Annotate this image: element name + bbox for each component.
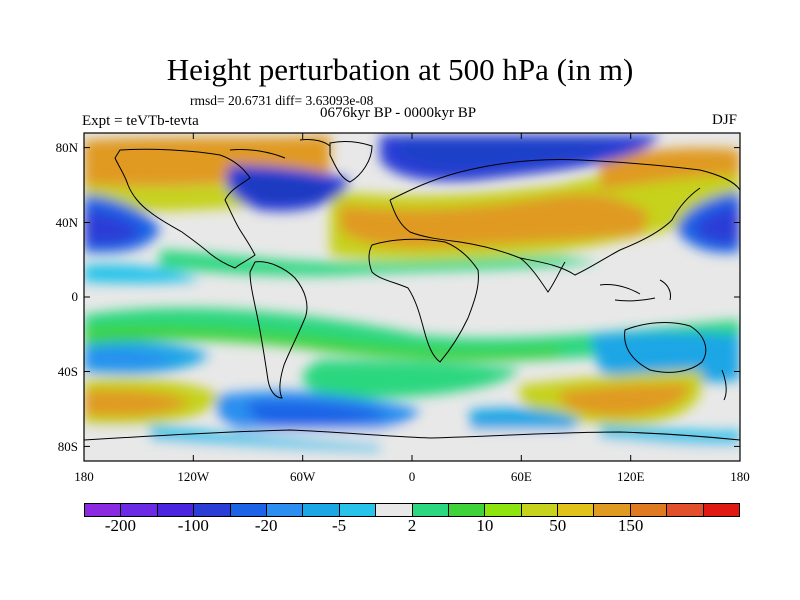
lon-labels: 180 120W 60W 0 60E 120E 180 [74,469,750,484]
chart-title: Height perturbation at 500 hPa (in m) [166,52,634,87]
lon-label-60e: 60E [511,469,532,484]
colorbar-label-0: -200 [104,516,137,535]
colorbar-label-5: 10 [476,516,494,535]
colorbar-swatch-7 [339,504,377,516]
colorbar-label-1: -100 [177,516,209,535]
colorbar-swatch-8 [376,504,413,516]
lat-label-80s: 80S [58,439,78,454]
lon-tick-marks [83,133,741,461]
colorbar-label-6: 50 [549,516,567,535]
experiment-label: Expt = teVTb-tevta [82,113,199,129]
colorbar-swatch-15 [630,504,668,516]
height-perturbation-field [84,133,740,461]
lat-label-40s: 40S [58,364,78,379]
colorbar-swatch-5 [266,504,304,516]
colorbar-swatch-0 [85,504,122,516]
lat-label-80n: 80N [56,140,79,155]
coastlines [84,139,740,441]
colorbar-label-7: 150 [617,516,644,535]
lon-label-120e: 120E [617,469,645,484]
lon-label-180e: 180 [730,469,750,484]
lat-labels: 80N 40N 0 40S 80S [56,140,79,454]
colorbar-swatch-16 [667,504,704,516]
colorbar-swatch-2 [157,504,195,516]
lat-tick-marks [84,147,740,447]
colorbar-label-3: -5 [332,516,347,535]
colorbar-swatch-4 [230,504,267,516]
lon-label-180w: 180 [74,469,94,484]
lon-label-120w: 120W [177,469,210,484]
lon-label-0: 0 [409,469,416,484]
colorbar-swatch-9 [412,504,449,516]
rmsd-diff-text: rmsd= 20.6731 diff= 3.63093e-08 [190,93,374,108]
colorbar-swatch-3 [194,504,231,516]
colorbar-label-4: 2 [407,516,417,535]
season-label: DJF [712,112,738,128]
colorbar-label-2: -20 [254,516,278,535]
colorbar-swatch-6 [303,504,340,516]
lat-label-0: 0 [72,289,79,304]
period-label: 0676kyr BP - 0000kyr BP [320,105,477,121]
colorbar-swatch-12 [521,504,559,516]
colorbar-swatch-14 [594,504,631,516]
colorbar-swatch-11 [485,504,522,516]
lat-label-40n: 40N [56,215,79,230]
colorbar-swatch-10 [448,504,486,516]
colorbar [84,503,740,517]
lon-label-60w: 60W [290,469,316,484]
colorbar-swatch-1 [121,504,158,516]
colorbar-swatch-17 [703,504,740,516]
colorbar-swatch-13 [558,504,595,516]
